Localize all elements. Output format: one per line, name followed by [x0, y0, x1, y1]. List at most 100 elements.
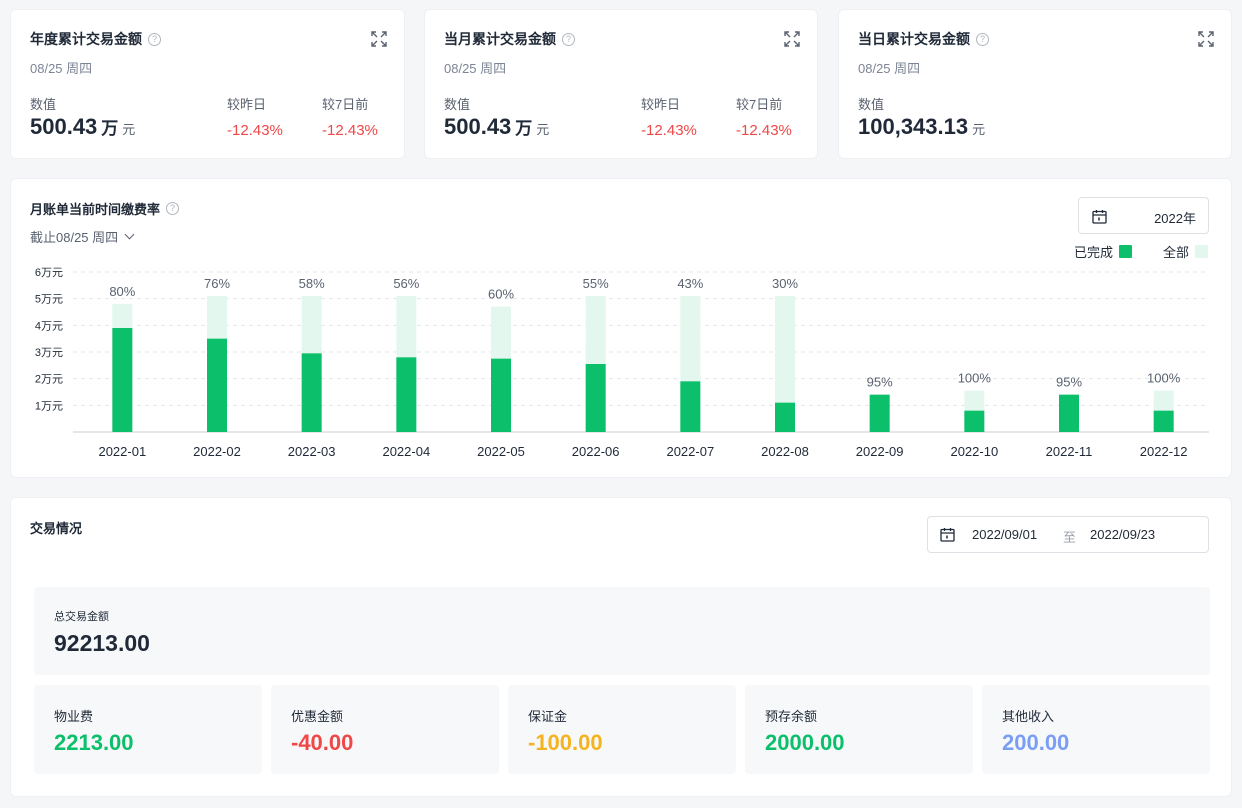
transaction-title: 交易情况 — [30, 521, 83, 536]
expand-icon[interactable] — [370, 30, 388, 48]
kpi-title: 年度累计交易金额 — [30, 31, 142, 47]
x-tick-label: 2022-07 — [666, 444, 714, 459]
cutoff-date-label: 截止08/25 周四 — [30, 230, 119, 245]
rate-label: 60% — [488, 287, 514, 302]
x-tick-label: 2022-05 — [477, 444, 525, 459]
bar-completed — [491, 358, 511, 432]
kpi-number: 500.43 — [444, 114, 512, 139]
kpi-title: 当月累计交易金额 — [444, 31, 556, 47]
rate-label: 55% — [583, 276, 609, 291]
kpi-value-label: 数值 — [858, 97, 885, 112]
y-tick-label: 4万元 — [35, 320, 63, 332]
bar-completed — [396, 357, 417, 432]
legend-total-label: 全部 — [1163, 245, 1190, 260]
legend-completed-swatch — [1119, 245, 1133, 258]
help-icon[interactable]: ? — [148, 32, 161, 46]
kpi-unit-small: 元 — [972, 122, 986, 137]
item-value: -40.00 — [291, 730, 354, 755]
kpi-cmp2-label: 较7日前 — [322, 97, 369, 112]
x-tick-label: 2022-11 — [1046, 444, 1093, 459]
bar-completed — [1059, 394, 1079, 432]
payment-rate-chart: 1万元 2万元 3万元 4万元 5万元 6万元 80% 2022-01 76% 2022-02 58… — [35, 267, 1209, 459]
legend-total-swatch — [1195, 245, 1209, 258]
other-income-box: 其他收入 200.00 — [982, 685, 1210, 774]
kpi-cmp2-value: -12.43% — [322, 122, 378, 139]
rate-label: 43% — [677, 276, 703, 291]
kpi-card-year: 年度累计交易金额? 08/25 周四 数值 500.43 万元 较昨日 -12.4… — [10, 9, 405, 159]
item-label: 预存余额 — [765, 709, 818, 724]
item-value: 200.00 — [1002, 730, 1070, 755]
year-picker[interactable]: 2022年 — [1078, 197, 1209, 234]
calendar-icon — [1092, 210, 1107, 224]
total-label: 总交易金额 — [54, 611, 109, 623]
expand-icon[interactable] — [783, 30, 801, 48]
legend-total[interactable]: 全部 — [1163, 242, 1209, 261]
kpi-date: 08/25 周四 — [30, 61, 93, 76]
date-to[interactable]: 2022/09/23 — [1090, 527, 1156, 542]
kpi-card-month: 当月累计交易金额? 08/25 周四 数值 500.43 万元 较昨日 -12.4… — [424, 9, 818, 159]
legend-completed[interactable]: 已完成 — [1074, 242, 1133, 261]
x-tick-label: 2022-01 — [98, 444, 146, 459]
y-tick-label: 5万元 — [35, 294, 63, 306]
help-icon[interactable]: ? — [562, 32, 575, 46]
kpi-unit-big: 万 — [515, 119, 533, 138]
bar-completed — [585, 364, 606, 432]
kpi-cmp1-label: 较昨日 — [227, 97, 267, 112]
y-tick-label: 2万元 — [35, 374, 63, 386]
kpi-number: 100,343.13 — [858, 114, 969, 139]
expand-icon[interactable] — [1197, 30, 1215, 48]
rate-label: 100% — [1147, 371, 1181, 386]
x-tick-label: 2022-08 — [761, 444, 809, 459]
date-range-picker[interactable]: 2022/09/01 至 2022/09/23 — [927, 516, 1209, 553]
deposit-box: 保证金 -100.00 — [508, 685, 736, 774]
kpi-unit-small: 元 — [122, 122, 136, 137]
kpi-cmp1-label: 较昨日 — [641, 97, 681, 112]
kpi-cmp1-value: -12.43% — [641, 122, 697, 139]
help-icon[interactable]: ? — [976, 32, 989, 46]
x-tick-label: 2022-10 — [950, 444, 998, 459]
bar-completed — [301, 353, 322, 432]
kpi-value: 500.43 万元 — [30, 114, 135, 140]
bar-completed — [869, 394, 890, 432]
legend-completed-label: 已完成 — [1074, 245, 1114, 260]
item-label: 其他收入 — [1002, 709, 1055, 724]
kpi-unit-big: 万 — [101, 119, 119, 138]
item-label: 物业费 — [54, 709, 94, 724]
kpi-date: 08/25 周四 — [858, 61, 921, 76]
kpi-cmp2-value: -12.43% — [736, 122, 792, 139]
x-tick-label: 2022-02 — [193, 444, 241, 459]
kpi-cmp1-value: -12.43% — [227, 122, 283, 139]
chevron-down-icon — [124, 229, 135, 240]
x-tick-label: 2022-12 — [1140, 444, 1188, 459]
bar-completed — [207, 338, 227, 432]
discount-box: 优惠金额 -40.00 — [271, 685, 499, 774]
kpi-value-label: 数值 — [444, 97, 471, 112]
rate-label: 95% — [1056, 375, 1082, 390]
kpi-title: 当日累计交易金额 — [858, 31, 970, 47]
prepaid-balance-box: 预存余额 2000.00 — [745, 685, 973, 774]
item-value: -100.00 — [528, 730, 603, 755]
item-label: 优惠金额 — [291, 709, 344, 724]
rate-label: 100% — [958, 371, 992, 386]
rate-label: 56% — [393, 276, 419, 291]
chart-title: 月账单当前时间缴费率 — [30, 202, 161, 217]
total-transaction-box: 总交易金额 92213.00 — [34, 587, 1210, 675]
x-tick-label: 2022-09 — [856, 444, 904, 459]
kpi-value: 500.43 万元 — [444, 114, 549, 140]
bar-completed — [1153, 410, 1174, 432]
kpi-cmp2-label: 较7日前 — [736, 97, 783, 112]
x-tick-label: 2022-04 — [382, 444, 430, 459]
property-fee-box: 物业费 2213.00 — [34, 685, 262, 774]
kpi-value: 100,343.13 元 — [858, 114, 985, 140]
cutoff-date-dropdown[interactable]: 截止08/25 周四 — [30, 227, 135, 246]
bar-completed — [680, 381, 701, 432]
rate-label: 30% — [772, 276, 798, 291]
date-separator: 至 — [1063, 530, 1077, 545]
help-icon[interactable]: ? — [166, 202, 180, 215]
calendar-icon — [940, 528, 955, 542]
total-value: 92213.00 — [54, 630, 150, 656]
rate-label: 58% — [299, 276, 325, 291]
date-from[interactable]: 2022/09/01 — [972, 527, 1038, 542]
item-label: 保证金 — [528, 709, 568, 724]
payment-rate-chart-card: 1万元 2万元 3万元 4万元 5万元 6万元 80% 2022-01 76% 2022-02 58… — [10, 178, 1232, 478]
